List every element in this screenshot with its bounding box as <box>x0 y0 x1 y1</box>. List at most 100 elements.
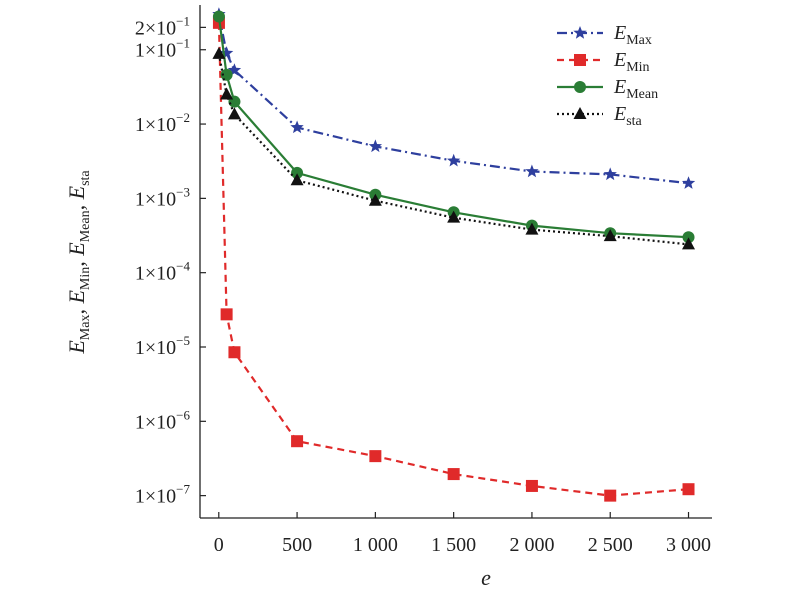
legend-label-base: E <box>613 76 626 98</box>
series-min <box>212 16 695 502</box>
data-point-max <box>227 63 242 76</box>
series-sta <box>212 46 696 250</box>
data-point-max <box>220 46 234 59</box>
y-tick-label: 2×10−1 <box>135 13 190 39</box>
y-title-base: E <box>64 340 89 355</box>
y-tick-mantissa: 1×10 <box>135 188 176 210</box>
data-point-max <box>603 167 617 181</box>
legend-label-min: EMin <box>613 49 650 75</box>
y-tick-mantissa: 1×10 <box>135 114 176 136</box>
data-point-sta <box>447 210 461 223</box>
y-tick-mantissa: 1×10 <box>135 40 176 62</box>
y-title-sub: Mean <box>78 210 93 242</box>
legend-marker-min <box>574 54 586 66</box>
y-axis-ticks: 2×10−11×10−11×10−21×10−31×10−41×10−51×10… <box>135 13 206 508</box>
y-title-separator: , <box>64 256 89 267</box>
legend-label-sub: Mean <box>626 87 658 102</box>
x-axis-ticks: 0 500 1 000 1 500 2 000 2 500 3 000 <box>214 512 711 556</box>
data-point-min <box>220 308 233 321</box>
y-tick-label: 1×10−1 <box>135 36 190 62</box>
series-mean <box>212 10 695 244</box>
x-tick-label: 1 500 <box>431 534 476 556</box>
data-point-sta <box>227 107 241 120</box>
y-tick-exponent: −4 <box>176 259 190 274</box>
y-tick-label: 1×10−2 <box>135 110 190 136</box>
data-point-mean <box>291 166 304 179</box>
data-point-max <box>447 153 461 167</box>
y-title-base: E <box>64 242 89 257</box>
data-point-max <box>368 139 382 153</box>
y-title-sub: sta <box>78 170 93 186</box>
y-tick-exponent: −5 <box>176 333 190 348</box>
legend-label-sub: Max <box>626 33 652 48</box>
data-point-min <box>525 479 538 492</box>
y-title-separator: , <box>64 304 89 315</box>
data-point-sta <box>220 87 234 100</box>
data-point-max <box>681 176 696 189</box>
x-tick-label: 500 <box>282 534 312 556</box>
x-tick-label: 2 500 <box>588 534 633 556</box>
legend-label-sub: sta <box>626 114 642 129</box>
y-tick-label: 1×10−7 <box>135 482 191 508</box>
legend-item-min: EMin <box>557 49 650 75</box>
legend-label-base: E <box>613 103 626 125</box>
data-point-mean <box>212 10 225 23</box>
plot-frame <box>199 5 712 519</box>
data-point-max <box>290 120 304 134</box>
data-point-min <box>447 468 460 481</box>
y-title-sub: Min <box>78 267 93 290</box>
data-point-sta <box>525 222 539 235</box>
y-title-separator: , <box>64 199 89 210</box>
legend-marker-sta <box>573 107 587 119</box>
y-title-base: E <box>64 290 89 305</box>
y-tick-label: 1×10−3 <box>135 184 190 210</box>
data-point-mean <box>220 68 233 81</box>
data-point-min <box>369 450 382 463</box>
data-point-min <box>682 483 695 496</box>
legend-marker-max <box>573 26 587 39</box>
y-tick-label: 1×10−4 <box>135 259 191 285</box>
data-point-sta <box>212 46 226 59</box>
legend-label-sta: Esta <box>613 103 643 129</box>
series-max <box>212 7 696 189</box>
y-tick-label: 1×10−6 <box>135 407 191 433</box>
legend-label-base: E <box>613 22 626 44</box>
y-title-sub: Max <box>78 315 93 341</box>
y-tick-mantissa: 1×10 <box>135 337 176 359</box>
legend-label-base: E <box>613 49 626 71</box>
data-point-max <box>525 164 539 178</box>
x-tick-label: 1 000 <box>353 534 398 556</box>
y-title-base: E <box>64 185 89 200</box>
legend-item-mean: EMean <box>557 76 658 102</box>
legend-label-max: EMax <box>613 22 652 48</box>
y-tick-exponent: −3 <box>176 184 190 199</box>
data-point-mean <box>682 231 695 244</box>
legend-label-sub: Min <box>626 60 649 75</box>
data-point-sta <box>368 193 382 206</box>
data-point-sta <box>603 229 617 242</box>
y-tick-label: 1×10−5 <box>135 333 190 359</box>
data-point-min <box>291 435 304 448</box>
series-line-sta <box>217 53 689 246</box>
data-point-sta <box>290 173 304 186</box>
y-tick-mantissa: 1×10 <box>135 411 176 433</box>
x-axis-title: e <box>481 565 491 590</box>
series-layer <box>212 7 696 502</box>
data-point-sta <box>682 237 696 250</box>
x-tick-label: 0 <box>214 534 224 556</box>
data-point-min <box>228 346 241 359</box>
legend-item-max: EMax <box>557 22 652 48</box>
legend-item-sta: Esta <box>557 103 643 129</box>
y-tick-mantissa: 1×10 <box>135 263 176 285</box>
y-tick-exponent: −1 <box>176 36 190 51</box>
y-tick-exponent: −7 <box>176 482 190 497</box>
y-tick-exponent: −1 <box>176 13 190 28</box>
data-point-min <box>604 489 617 502</box>
legend-marker-mean <box>574 81 586 93</box>
y-tick-mantissa: 1×10 <box>135 486 176 508</box>
y-tick-mantissa: 2×10 <box>135 17 176 39</box>
y-tick-exponent: −2 <box>176 110 190 125</box>
